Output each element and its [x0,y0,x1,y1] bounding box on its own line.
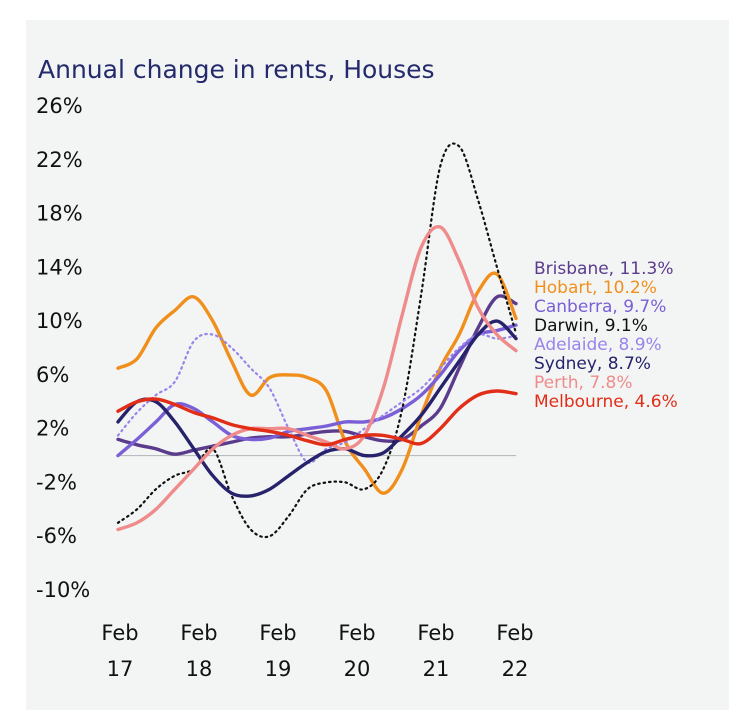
series-label-sydney: Sydney, 8.7% [534,354,651,374]
x-tick-label: 21 [423,657,450,681]
x-tick-label: Feb [101,621,138,645]
y-tick-label: 22% [36,148,83,172]
x-axis: Feb 17 Feb 18 Feb 19 Feb 20 Feb 21 Feb 22 [101,621,533,681]
y-tick-label: 6% [36,363,69,387]
y-axis: 26% 22% 18% 14% 10% 6% 2% -2% -6% -10% [36,94,90,602]
x-tick-label: 20 [344,657,371,681]
x-tick-label: 18 [186,657,213,681]
series-label-canberra: Canberra, 9.7% [534,297,666,317]
y-tick-label: -6% [36,524,77,548]
y-tick-label: -10% [36,578,90,602]
y-tick-label: 2% [36,417,69,441]
x-tick-label: 17 [107,657,134,681]
x-tick-label: Feb [180,621,217,645]
series-label-brisbane: Brisbane, 11.3% [534,259,674,279]
y-tick-label: 18% [36,202,83,226]
x-tick-label: Feb [259,621,296,645]
series-line-darwin [116,142,518,539]
series-line-melbourne [116,389,518,447]
y-tick-label: 10% [36,309,83,333]
x-tick-label: Feb [417,621,454,645]
series-lines [116,142,518,539]
chart-title: Annual change in rents, Houses [38,55,435,84]
chart-panel: Annual change in rents, Houses 26% 22% 18%… [26,20,729,710]
series-line-perth [116,224,518,532]
series-line-hobart [116,271,518,495]
y-tick-label: 14% [36,255,83,279]
series-label-darwin: Darwin, 9.1% [534,316,648,336]
x-tick-label: 19 [265,657,292,681]
y-tick-label: 26% [36,94,83,118]
x-tick-label: Feb [496,621,533,645]
y-tick-label: -2% [36,470,77,494]
series-label-adelaide: Adelaide, 8.9% [534,335,662,355]
x-tick-label: Feb [338,621,375,645]
line-chart: Annual change in rents, Houses 26% 22% 18%… [36,55,678,681]
series-label-hobart: Hobart, 10.2% [534,278,657,298]
series-label-melbourne: Melbourne, 4.6% [534,392,678,412]
series-labels: Brisbane, 11.3%Hobart, 10.2%Canberra, 9.… [534,259,678,412]
series-line-sydney [116,319,518,498]
x-tick-label: 22 [502,657,529,681]
series-line-brisbane [116,294,518,456]
series-label-perth: Perth, 7.8% [534,373,633,393]
series-line-canberra [116,323,518,458]
